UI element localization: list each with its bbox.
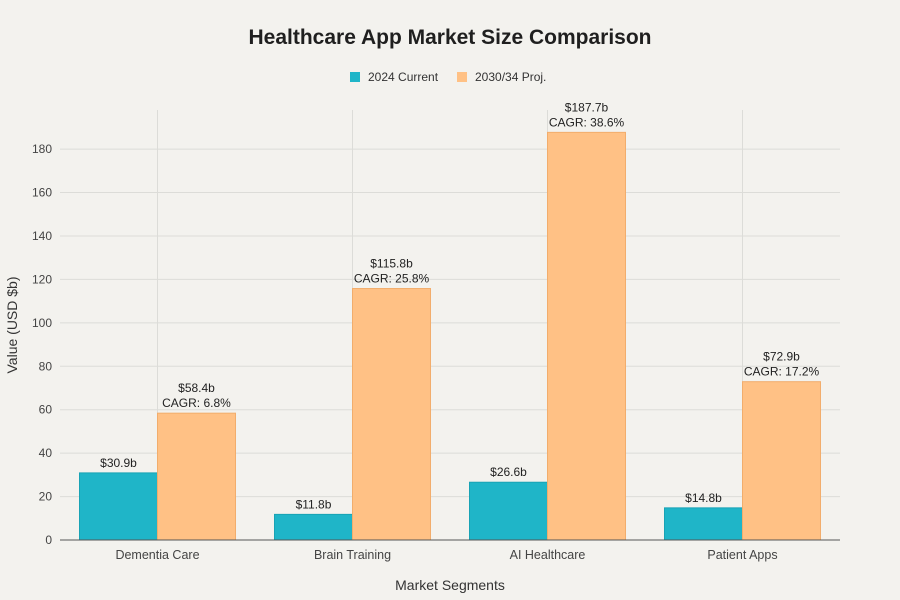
y-tick-label: 80	[39, 359, 53, 373]
bar-value-label: $30.9b	[100, 456, 137, 470]
y-tick-label: 60	[39, 403, 53, 417]
bar-projected	[352, 288, 431, 541]
legend-label-current: 2024 Current	[368, 70, 439, 84]
bar-value-label: $115.8b	[370, 257, 413, 271]
bar-projected	[157, 412, 236, 541]
bar-value-label: $11.8b	[296, 497, 332, 511]
legend-label-projected: 2030/34 Proj.	[475, 70, 546, 84]
y-tick-label: 160	[32, 186, 52, 200]
y-tick-label: 0	[45, 533, 52, 547]
bar-current	[274, 513, 353, 541]
y-tick-label: 180	[32, 142, 52, 156]
bar-value-label: $72.9b	[763, 350, 800, 364]
bar-value-label: $26.6b	[490, 465, 527, 479]
bar-projected	[547, 131, 626, 541]
bars	[79, 131, 821, 541]
bar-cagr-label: CAGR: 17.2%	[744, 365, 820, 379]
legend-swatch-projected	[457, 72, 467, 82]
y-tick-label: 100	[32, 316, 52, 330]
chart-title: Healthcare App Market Size Comparison	[249, 26, 652, 49]
y-axis-ticks: 0 20 40 60 80 100 120 140 160 180	[32, 142, 52, 547]
x-axis-categories: Dementia Care Brain Training AI Healthcare…	[115, 548, 777, 562]
bar-value-label: $187.7b	[565, 100, 609, 114]
bar-value-label: $14.8b	[685, 491, 722, 505]
legend-swatch-current	[350, 72, 360, 82]
bar-current	[664, 507, 743, 541]
y-tick-label: 20	[39, 490, 53, 504]
x-category-label: Dementia Care	[115, 548, 199, 562]
x-axis-title: Market Segments	[395, 577, 505, 593]
bar-cagr-label: CAGR: 25.8%	[354, 272, 430, 286]
x-category-label: Brain Training	[314, 548, 391, 562]
bar-cagr-label: CAGR: 38.6%	[549, 115, 625, 129]
bar-current	[469, 481, 548, 541]
x-category-label: AI Healthcare	[510, 548, 586, 562]
y-axis-title: Value (USD $b)	[4, 276, 20, 373]
bar-value-label: $58.4b	[178, 381, 215, 395]
x-category-label: Patient Apps	[707, 548, 777, 562]
bar-projected	[742, 381, 821, 541]
y-tick-label: 140	[32, 229, 52, 243]
y-tick-label: 40	[39, 446, 53, 460]
legend: 2024 Current 2030/34 Proj.	[350, 70, 546, 84]
bar-current	[79, 472, 158, 541]
y-tick-label: 120	[32, 272, 52, 286]
bar-cagr-label: CAGR: 6.8%	[162, 396, 231, 410]
